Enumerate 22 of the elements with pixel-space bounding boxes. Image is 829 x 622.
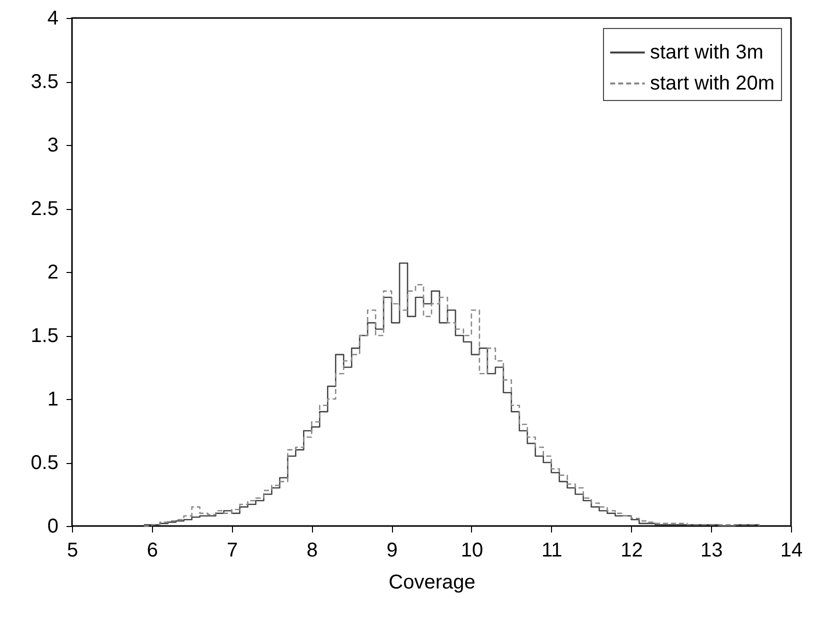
y-tick-label: 2.5 <box>30 198 58 220</box>
x-tick-label: 8 <box>306 540 318 562</box>
x-axis-title: Coverage <box>388 572 476 594</box>
x-tick-label: 12 <box>620 540 643 562</box>
legend-label: start with 20m <box>650 72 774 94</box>
x-tick-label: 6 <box>146 540 158 562</box>
y-tick-label: 1 <box>47 388 58 410</box>
x-tick-label: 11 <box>541 540 562 562</box>
y-tick-label: 3.5 <box>30 71 58 93</box>
y-tick-label: 0 <box>47 516 58 538</box>
y-tick-label: 0.5 <box>30 452 58 474</box>
y-tick-label: 2 <box>47 262 58 284</box>
x-tick-label: 7 <box>226 540 238 562</box>
y-tick-label: 3 <box>47 134 58 156</box>
x-tick-label: 10 <box>460 540 484 562</box>
x-tick-label: 13 <box>700 540 723 562</box>
x-tick-label: 9 <box>386 540 398 562</box>
x-tick-label: 14 <box>780 540 803 562</box>
y-tick-label: 4 <box>47 8 58 30</box>
legend-label: start with 3m <box>650 42 764 64</box>
y-tick-label: 1.5 <box>30 325 58 347</box>
x-tick-label: 5 <box>66 540 78 562</box>
